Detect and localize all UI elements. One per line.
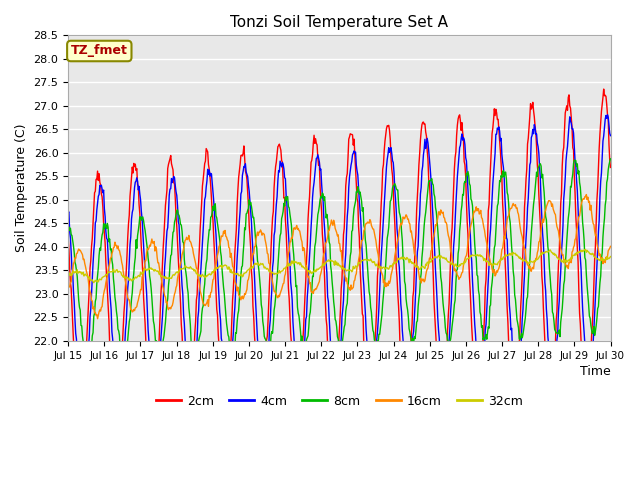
Line: 16cm: 16cm — [68, 194, 611, 319]
2cm — [131, 164, 138, 169]
4cm — [406, 376, 413, 382]
16cm — [186, 238, 193, 244]
16cm — [64, 285, 72, 291]
16cm — [214, 250, 222, 255]
8cm — [84, 360, 92, 366]
8cm — [607, 156, 614, 162]
8cm — [64, 226, 72, 232]
4cm — [604, 112, 611, 118]
8cm — [422, 209, 429, 215]
16cm — [406, 221, 413, 227]
Title: Tonzi Soil Temperature Set A: Tonzi Soil Temperature Set A — [230, 15, 449, 30]
8cm — [214, 226, 222, 232]
16cm — [93, 316, 101, 322]
2cm — [607, 165, 614, 170]
2cm — [186, 404, 193, 409]
16cm — [582, 192, 590, 197]
4cm — [607, 133, 614, 139]
Legend: 2cm, 4cm, 8cm, 16cm, 32cm: 2cm, 4cm, 8cm, 16cm, 32cm — [151, 390, 528, 413]
4cm — [79, 398, 86, 404]
4cm — [186, 386, 193, 392]
8cm — [406, 329, 413, 335]
Y-axis label: Soil Temperature (C): Soil Temperature (C) — [15, 124, 28, 252]
2cm — [214, 332, 222, 337]
32cm — [214, 264, 222, 270]
32cm — [607, 254, 614, 260]
32cm — [581, 247, 589, 252]
8cm — [186, 312, 193, 318]
X-axis label: Time: Time — [580, 365, 611, 378]
16cm — [422, 273, 429, 278]
Line: 4cm: 4cm — [68, 115, 611, 401]
32cm — [406, 256, 413, 262]
2cm — [406, 363, 413, 369]
2cm — [422, 129, 429, 135]
2cm — [600, 86, 607, 92]
4cm — [422, 145, 429, 151]
32cm — [90, 280, 98, 286]
2cm — [76, 416, 84, 421]
Line: 32cm: 32cm — [68, 250, 611, 283]
8cm — [74, 286, 82, 291]
Line: 8cm: 8cm — [68, 159, 611, 363]
Text: TZ_fmet: TZ_fmet — [71, 45, 128, 58]
32cm — [186, 265, 193, 271]
32cm — [64, 272, 72, 278]
4cm — [214, 280, 222, 286]
32cm — [74, 270, 82, 276]
32cm — [422, 261, 429, 267]
4cm — [74, 363, 82, 369]
16cm — [607, 243, 614, 249]
4cm — [64, 210, 72, 216]
16cm — [74, 248, 82, 254]
4cm — [131, 185, 138, 191]
2cm — [74, 399, 82, 405]
Line: 2cm: 2cm — [68, 89, 611, 419]
32cm — [131, 276, 138, 281]
2cm — [64, 235, 72, 241]
8cm — [131, 261, 138, 266]
16cm — [131, 308, 138, 313]
